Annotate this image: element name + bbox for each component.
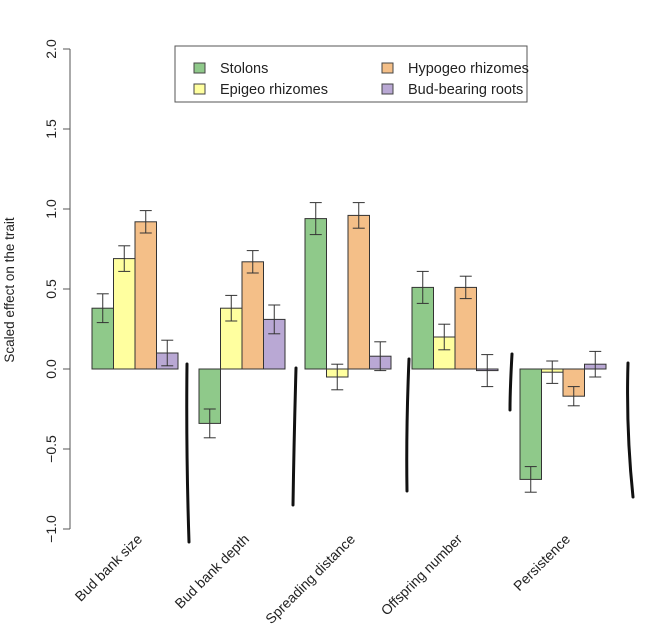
y-tick-label: 0.0 [43,359,59,379]
legend-swatch [193,83,206,95]
bar-group [198,250,286,439]
y-tick-label: 1.5 [43,119,59,139]
x-tick-label: Bud bank size [72,531,146,605]
bar-group [91,210,179,370]
legend-swatch [381,62,394,74]
category-labels: Bud bank size Bud bank depth Spreading dis… [72,531,574,627]
legend-label: Epigeo rhizomes [220,82,328,98]
bars [91,202,607,493]
separator-line [405,357,411,493]
group-separators [185,352,635,544]
x-tick-label: Spreading distance [262,531,358,627]
bar-hypogeo-rhizomes [454,286,477,370]
y-tick-label: 0.5 [43,279,59,299]
bar-group [519,350,607,493]
separator-line [185,362,191,544]
legend-swatch [381,83,394,95]
bar-hypogeo-rhizomes [347,214,370,370]
bar-group [411,270,499,388]
legend-label: Bud-bearing roots [408,82,523,98]
separator-line [508,352,514,412]
y-tick-label: −1.0 [43,515,59,543]
separator-line [291,366,298,507]
bar-hypogeo-rhizomes [241,261,264,370]
x-tick-label: Persistence [510,531,573,594]
y-tick-label: 2.0 [43,39,59,59]
y-axis: −1.0 −0.5 0.0 0.5 1.0 1.5 2.0 [43,39,71,543]
bar-epigeo-rhizomes [113,258,136,370]
bar-stolons [519,368,542,480]
legend-label: Stolons [220,61,268,77]
separator-line [626,361,635,499]
legend-box [174,45,528,103]
x-tick-label: Offspring number [378,531,466,619]
bar-stolons [304,218,327,370]
legend: Stolons Epigeo rhizomes Hypogeo rhizomes Bu… [174,45,529,103]
legend-swatch [193,62,206,74]
y-axis-title: Scaled effect on the trait [2,217,17,363]
legend-label: Hypogeo rhizomes [408,61,529,77]
y-tick-label: −0.5 [43,435,59,463]
y-tick-label: 1.0 [43,199,59,219]
x-tick-label: Bud bank depth [171,531,252,612]
bar-hypogeo-rhizomes [134,221,157,370]
bar-group [304,202,392,391]
